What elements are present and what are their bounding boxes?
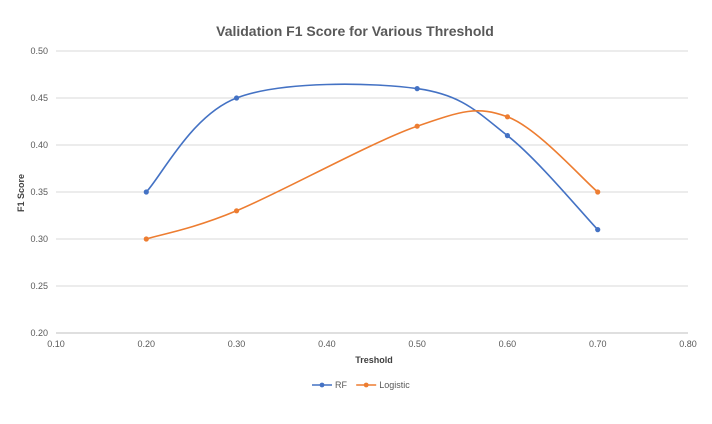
chart-title: Validation F1 Score for Various Threshol… [216,23,494,39]
y-tick-label: 0.30 [30,234,48,244]
data-point [143,236,149,242]
series-line-logistic [146,110,599,240]
series-line-rf [145,83,599,231]
legend: RF Logistic [312,380,410,390]
x-axis-ticks: 0.10 0.20 0.30 0.40 0.50 0.60 0.70 0.80 [47,339,697,349]
x-tick-label: 0.40 [318,339,336,349]
y-tick-label: 0.50 [30,46,48,56]
y-axis-ticks: 0.20 0.25 0.30 0.35 0.40 0.45 0.50 [30,46,48,338]
x-axis-label: Treshold [355,355,393,365]
x-tick-label: 0.30 [228,339,246,349]
data-point [414,86,420,92]
data-point [233,95,240,101]
data-point [414,123,420,129]
legend-label: RF [335,380,347,390]
x-tick-label: 0.10 [47,339,65,349]
y-tick-label: 0.35 [30,187,48,197]
x-tick-label: 0.70 [589,339,607,349]
data-point [143,189,149,195]
x-tick-label: 0.20 [138,339,156,349]
series-lines [143,83,601,242]
data-point [233,208,240,214]
data-point [595,189,601,195]
legend-label: Logistic [379,380,410,390]
y-tick-label: 0.20 [30,328,48,338]
y-tick-label: 0.40 [30,140,48,150]
x-tick-label: 0.50 [408,339,426,349]
legend-marker [363,382,369,388]
y-axis-label: F1 Score [16,174,26,212]
x-tick-label: 0.80 [679,339,697,349]
x-tick-label: 0.60 [499,339,517,349]
y-tick-label: 0.45 [30,93,48,103]
data-point [595,227,601,233]
data-point [504,114,511,120]
gridlines [56,50,688,287]
y-tick-label: 0.25 [30,281,48,291]
legend-marker [319,382,325,388]
data-point [504,133,511,139]
